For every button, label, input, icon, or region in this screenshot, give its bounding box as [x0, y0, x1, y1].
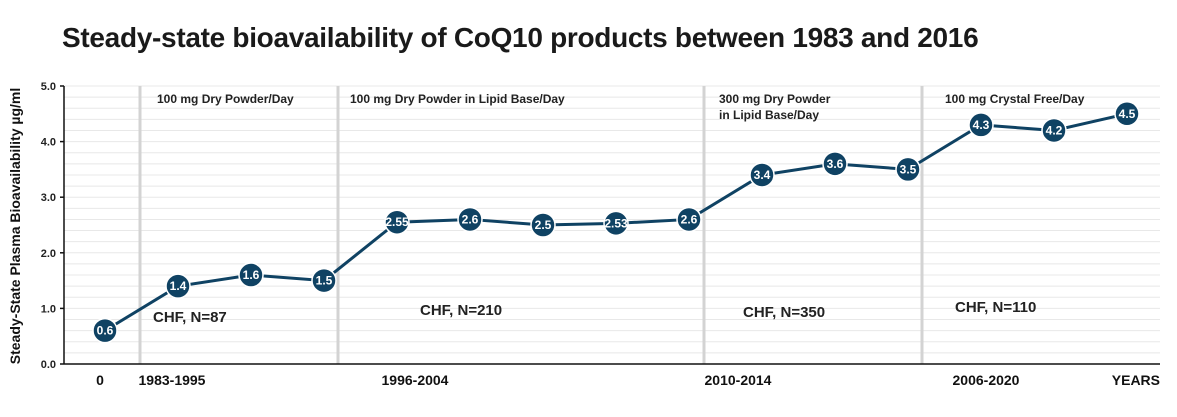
data-point: [530, 212, 556, 238]
group-annotation: CHF, N=110: [955, 299, 1036, 316]
data-label: 2.6: [462, 212, 479, 226]
data-point: [384, 209, 410, 235]
data-point: [749, 162, 775, 188]
x-tick-label: 0: [96, 372, 104, 388]
period-labels: 100 mg Dry Powder/Day 100 mg Dry Powder i…: [157, 92, 1085, 122]
data-label: 2.5: [535, 218, 552, 232]
period-label: 100 mg Dry Powder/Day: [157, 92, 294, 106]
period-label: 300 mg Dry Powder: [719, 92, 831, 106]
y-tick-label: 1.0: [41, 303, 56, 315]
data-point: [895, 156, 921, 183]
y-axis-label: Steady-State Plasma Bioavailability µg/m…: [7, 88, 23, 365]
group-annotations: CHF, N=87 CHF, N=210 CHF, N=350 CHF, N=110: [153, 299, 1036, 326]
data-point: [968, 112, 994, 138]
group-annotation: CHF, N=210: [420, 302, 502, 319]
data-label: 3.6: [827, 157, 844, 171]
group-annotation: CHF, N=87: [153, 309, 227, 326]
x-tick-label: 2006-2020: [953, 372, 1020, 388]
data-point: [1041, 117, 1067, 144]
x-tick-label: 1996-2004: [382, 372, 449, 388]
x-tick-labels: 0 1983-1995 1996-2004 2010-2014 2006-2020 YEA…: [96, 372, 1160, 388]
data-label: 4.3: [973, 118, 990, 132]
x-tick-label: 2010-2014: [705, 372, 772, 388]
data-label: 1.4: [170, 279, 187, 293]
period-label: 100 mg Crystal Free/Day: [945, 92, 1085, 106]
x-tick-label: YEARS: [1112, 372, 1160, 388]
y-tick-label: 0.0: [41, 359, 56, 371]
data-point: [603, 210, 629, 237]
data-point: [822, 151, 848, 177]
period-label: in Lipid Base/Day: [719, 108, 819, 122]
group-annotation: CHF, N=350: [743, 304, 825, 321]
data-label: 4.2: [1046, 123, 1063, 137]
data-label: 1.5: [316, 274, 333, 288]
y-tick-label: 5.0: [41, 81, 56, 93]
y-tick-label: 4.0: [41, 137, 56, 149]
series: 0.6 1.4 1.6 1.5 2.55 2.6 2.5 2.53 2.6 3.4 3.6 3.5 4.…: [92, 101, 1140, 344]
data-point: [1114, 101, 1140, 127]
data-label: 1.6: [243, 268, 260, 282]
x-tick-label: 1983-1995: [139, 372, 206, 388]
data-label: 3.5: [900, 162, 917, 176]
data-label: 2.55: [385, 215, 409, 229]
y-tick-label: 2.0: [41, 248, 56, 260]
data-label: 4.5: [1119, 107, 1136, 121]
period-label: 100 mg Dry Powder in Lipid Base/Day: [350, 92, 565, 106]
data-point: [311, 267, 337, 294]
chart-title: Steady-state bioavailability of CoQ10 pr…: [62, 22, 979, 53]
y-tick-label: 3.0: [41, 192, 56, 204]
y-tick-labels: 0.0 1.0 2.0 3.0 4.0 5.0: [41, 81, 56, 371]
period-separators: [138, 86, 924, 364]
data-label: 0.6: [97, 324, 114, 338]
data-point: [92, 317, 118, 344]
data-point: [676, 206, 702, 233]
data-label: 2.53: [604, 216, 628, 230]
data-point: [165, 273, 191, 299]
data-point: [457, 206, 483, 233]
data-label: 2.6: [681, 212, 698, 226]
axes: [60, 85, 1160, 365]
data-point: [238, 262, 264, 288]
data-label: 3.4: [754, 168, 771, 182]
